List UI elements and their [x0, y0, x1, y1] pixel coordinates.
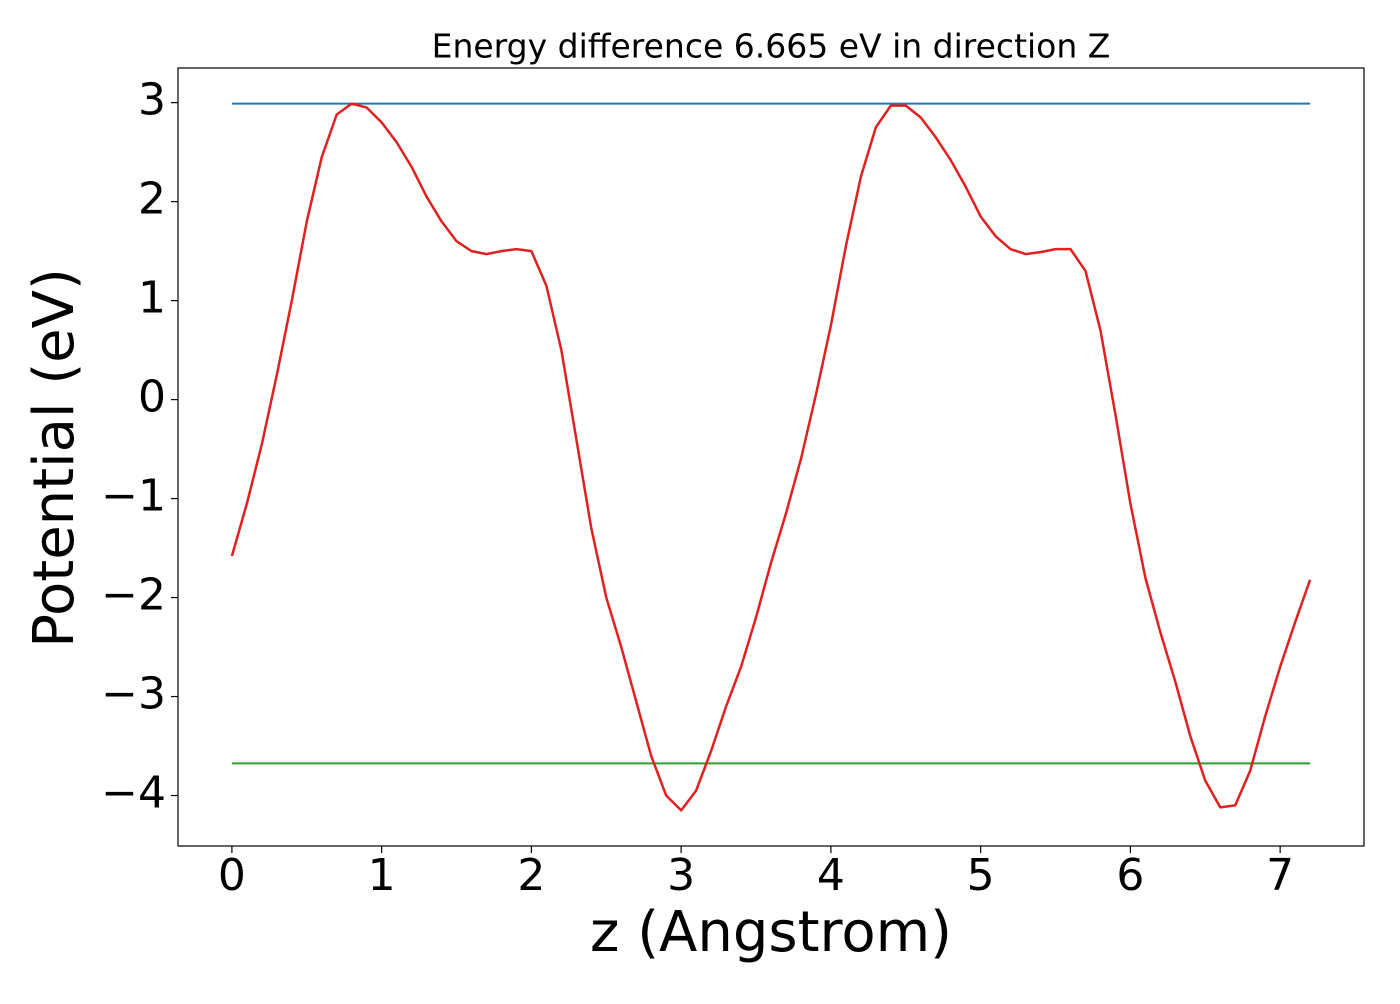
x-tick-label: 5	[967, 850, 995, 901]
x-tick-label: 2	[517, 850, 545, 901]
data-line	[230, 102, 1312, 812]
x-tick-label: 1	[368, 850, 396, 901]
x-tick-label: 0	[218, 850, 246, 901]
x-axis-label: z (Angstrom)	[590, 900, 952, 965]
y-tick-label: −4	[101, 768, 166, 819]
x-tick-label: 6	[1116, 850, 1144, 901]
plot-frame	[177, 67, 1365, 847]
y-tick-label: −2	[101, 570, 166, 621]
y-tick-label: −3	[101, 669, 166, 720]
y-tick-label: 1	[138, 273, 166, 324]
x-tick-label: 7	[1266, 850, 1294, 901]
chart-title: Energy difference 6.665 eV in direction …	[432, 27, 1111, 66]
y-tick-label: 2	[138, 174, 166, 225]
x-tick-label: 4	[817, 850, 845, 901]
y-tick-label: 3	[138, 75, 166, 126]
y-tick-label: 0	[138, 372, 166, 423]
y-axis-label: Potential (eV)	[22, 268, 87, 648]
x-tick-label: 3	[667, 850, 695, 901]
y-tick-label: −1	[101, 471, 166, 522]
